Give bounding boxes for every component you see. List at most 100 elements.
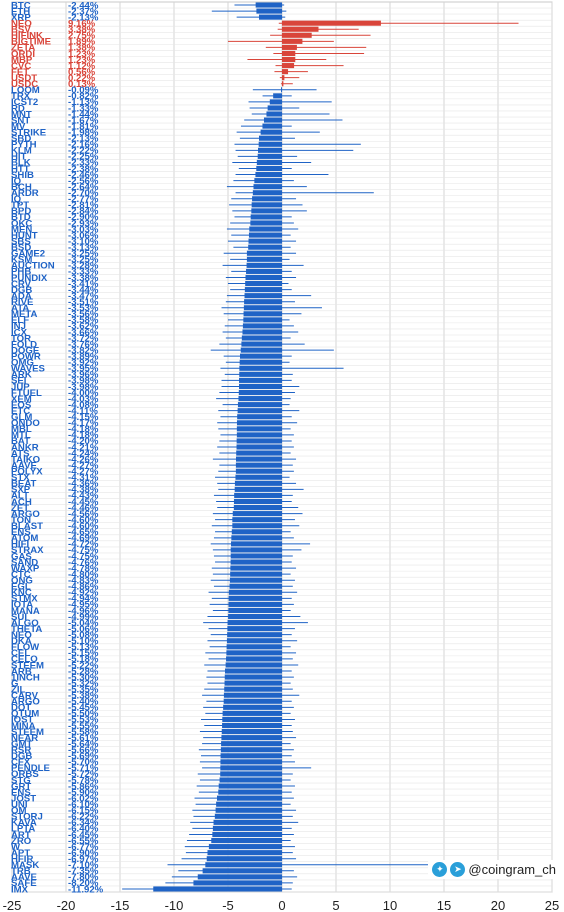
- bar-label-value: -4.96%: [68, 606, 99, 617]
- bar-label-value: -6.97%: [68, 854, 99, 865]
- bar-label-name: OKC: [11, 218, 32, 229]
- bar: [238, 389, 282, 396]
- bar: [236, 444, 282, 450]
- bar-label-name: USDC: [11, 79, 38, 90]
- x-tick-label: 10: [383, 898, 397, 912]
- bar-label-value: 1.12%: [68, 61, 96, 72]
- bar: [220, 765, 282, 771]
- bar: [249, 226, 282, 232]
- bar-label-name: STEEM: [11, 660, 44, 671]
- bar-label-value: -4.60%: [68, 515, 99, 526]
- bar: [226, 656, 282, 662]
- bar-label-name: AUCTION: [11, 261, 55, 272]
- bar-label-value: -7.10%: [68, 860, 99, 871]
- bar-label-name: MBP: [11, 55, 33, 66]
- bar: [258, 147, 282, 153]
- bar-label-value: -3.10%: [68, 236, 99, 247]
- bar: [245, 274, 282, 281]
- bar-label-name: ENS: [11, 527, 31, 538]
- x-tick-label: 25: [545, 898, 559, 912]
- bar-label-value: 1.23%: [68, 49, 96, 60]
- bar-label-value: -2.46%: [68, 170, 99, 181]
- bar-label-name: MASK: [11, 860, 39, 871]
- bar-label-value: -3.47%: [68, 291, 99, 302]
- bar: [222, 722, 282, 729]
- bar-label-name: ZET: [11, 503, 29, 514]
- bar: [252, 196, 282, 202]
- bar-label-name: SBD: [11, 134, 31, 145]
- bar-label-value: -4.46%: [68, 503, 99, 514]
- bar-label-name: STORJ: [11, 812, 43, 823]
- bar: [282, 75, 285, 81]
- bar: [233, 505, 282, 511]
- bar: [235, 474, 282, 480]
- bar-label-name: POWR: [11, 351, 41, 362]
- bar: [243, 305, 282, 311]
- bar: [232, 511, 282, 517]
- bar: [234, 480, 282, 486]
- bar-label-name: BLK: [11, 158, 31, 169]
- bar: [244, 287, 282, 293]
- bar-label-name: ICST2: [11, 97, 38, 108]
- bar-label-name: CELO: [11, 654, 38, 665]
- bar-label-value: -7.80%: [68, 872, 99, 883]
- bar: [219, 777, 282, 783]
- bar-label-value: -3.98%: [68, 382, 99, 393]
- watermark-handle: @coingram_ch: [468, 862, 556, 877]
- bar-label-name: NEO: [11, 630, 32, 641]
- bar-label-name: GMT: [11, 739, 32, 750]
- bar-label-value: -3.33%: [68, 267, 99, 278]
- bar-label-name: ETC: [11, 406, 30, 417]
- bar-label-value: -3.13%: [68, 243, 99, 254]
- bar-label-value: -3.03%: [68, 224, 99, 235]
- bar-label-value: -4.20%: [68, 436, 99, 447]
- bar: [214, 813, 282, 819]
- bar-label-value: 1.23%: [68, 55, 96, 66]
- bar-label-value: -3.41%: [68, 279, 99, 290]
- bar-label-name: DOT: [11, 703, 31, 714]
- bar-label-value: -1.44%: [68, 109, 99, 120]
- bar-label-value: -6.45%: [68, 830, 99, 841]
- bar: [211, 837, 282, 844]
- bar: [226, 644, 282, 650]
- bar-label-value: -4.78%: [68, 563, 99, 574]
- bar-label-value: -4.21%: [68, 442, 99, 453]
- bar-label-name: BCH: [11, 182, 32, 193]
- bar: [243, 317, 282, 323]
- bar-label-name: CVC: [11, 61, 31, 72]
- bar-label-name: TAIKO: [11, 454, 41, 465]
- bar-label-name: MBL: [11, 424, 32, 435]
- bar-label-name: RIVE: [11, 297, 34, 308]
- bar-label-name: ADA: [11, 291, 32, 302]
- bar-label-name: EGL: [11, 582, 31, 593]
- bar-label-name: NEO: [11, 18, 32, 29]
- bar: [221, 729, 282, 735]
- bar-label-value: -4.43%: [68, 491, 99, 502]
- bar: [257, 153, 282, 159]
- bar: [269, 99, 282, 105]
- bar: [239, 365, 282, 371]
- x-tick-label: -25: [3, 898, 22, 912]
- bar: [229, 583, 282, 589]
- bar-label-value: -4.56%: [68, 509, 99, 520]
- bar-label-value: -4.72%: [68, 539, 99, 550]
- bar-label-name: KNC: [11, 588, 32, 599]
- bar: [227, 632, 282, 638]
- bar: [223, 692, 282, 698]
- bar-label-name: KSM: [11, 255, 32, 266]
- bar: [241, 335, 282, 341]
- bar-label-value: -5.40%: [68, 697, 99, 708]
- bar-label-name: UNI: [11, 800, 28, 811]
- bar: [236, 438, 282, 444]
- bar-label-value: -6.15%: [68, 806, 99, 817]
- bar: [223, 698, 282, 704]
- telegram-icon: ➤: [450, 862, 466, 877]
- bar-label-value: -4.86%: [68, 582, 99, 593]
- bar: [228, 589, 282, 595]
- bar: [235, 468, 282, 474]
- bar-label-name: HUNT: [11, 230, 38, 241]
- bar: [239, 359, 282, 365]
- bar: [230, 559, 282, 565]
- x-tick-label: 15: [437, 898, 451, 912]
- bar-label-name: BIGTIME: [11, 37, 52, 48]
